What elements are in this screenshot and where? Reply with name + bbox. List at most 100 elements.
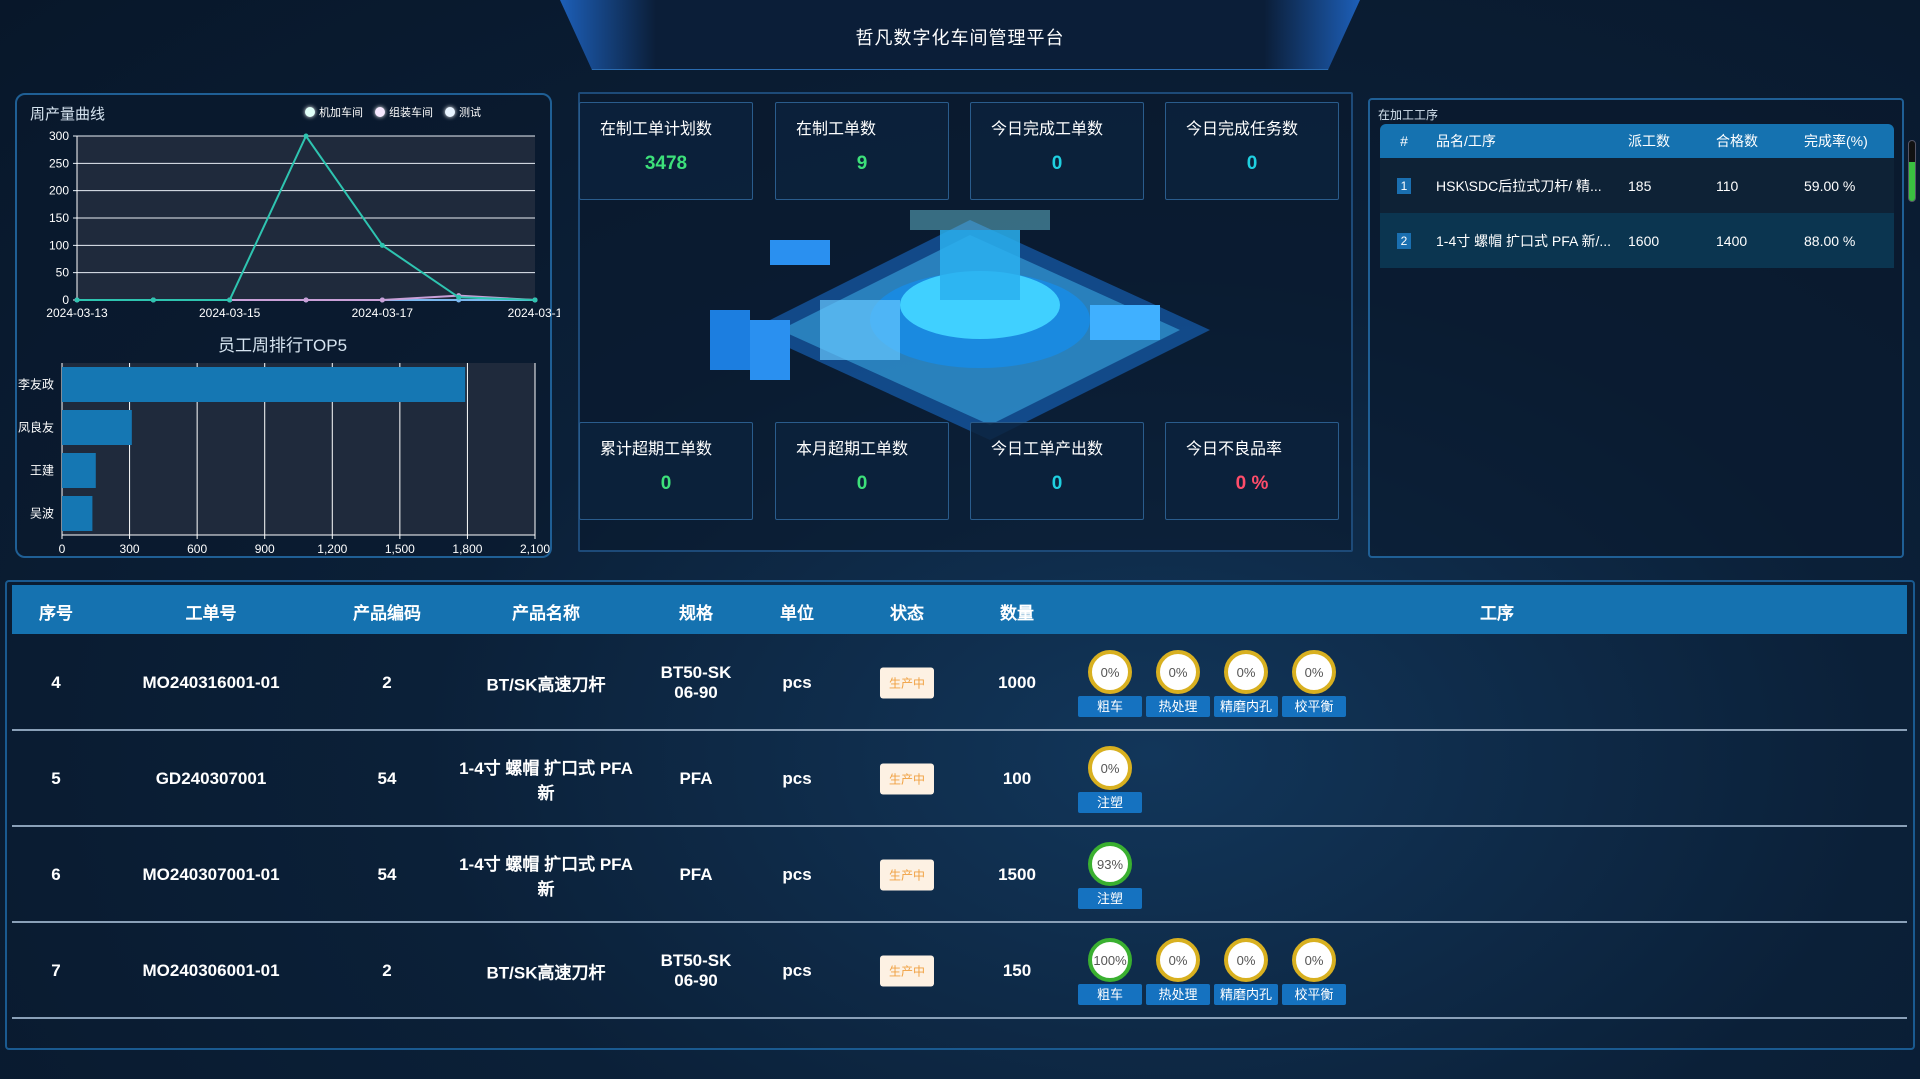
x-tick-label: 2024-03-13 [46,306,108,320]
cell-unit: pcs [782,768,812,788]
cell-name: BT/SK高速刀杆 [486,675,606,694]
x-tick-label: 2024-03-1 [508,306,560,320]
kpi-value: 0 [856,473,868,494]
data-point[interactable] [532,297,538,303]
process-step[interactable]: 0% 校平衡 [1282,938,1346,1005]
kpi-card: 今日完成任务数 0 [1165,102,1339,200]
data-point[interactable] [303,133,309,139]
kpi-label: 在制工单数 [796,121,877,138]
x-tick-label: 0 [59,542,66,555]
cell-code: 2 [382,672,392,692]
line-chart-title: 周产量曲线 [30,106,106,123]
kpi-value: 0 [1051,153,1063,174]
cell-name: 1-4寸 螺帽 扩口式 PFA 新 [459,854,633,899]
progress-ring: 0% [1224,650,1268,694]
legend-item[interactable]: 组装车间 [375,104,433,120]
table-header: 序号 工单号 产品编码 产品名称 规格 单位 状态 数量 工序 [12,585,1907,634]
bar[interactable] [62,410,132,445]
row-rate: 88.00 % [1804,232,1856,249]
cell-no: 4 [51,672,61,692]
kpi-card: 在制工单计划数 3478 [579,102,753,200]
row-dispatched: 1600 [1628,232,1660,249]
col-qty: 数量 [1000,604,1034,623]
cell-spec: BT50-SK 06-90 [660,950,732,990]
data-point[interactable] [227,297,233,303]
data-point[interactable] [379,242,385,248]
row-index: 1 [1397,178,1411,194]
cell-code: 2 [382,960,392,980]
data-point[interactable] [379,297,385,303]
in-process-row[interactable]: 1 HSK\SDC后拉式刀杆/ 精... 185 110 59.00 % [1380,158,1894,213]
cell-status: 生产中 [879,763,935,794]
progress-ring: 0% [1292,650,1336,694]
legend-item[interactable]: 机加车间 [305,104,363,120]
table-row[interactable]: 5 GD240307001 54 1-4寸 螺帽 扩口式 PFA 新 PFA pcs 生产中… [12,732,1907,827]
cell-qty: 150 [1002,960,1032,980]
cell-name: 1-4寸 螺帽 扩口式 PFA 新 [459,758,633,803]
cell-unit: pcs [782,672,812,692]
factory-illustration [710,210,1210,440]
legend-item[interactable]: 测试 [445,104,481,120]
process-step[interactable]: 0% 热处理 [1146,938,1210,1005]
process-label: 校平衡 [1282,984,1346,1005]
kpi-value: 0 [1246,153,1258,174]
bar[interactable] [62,367,466,402]
kpi-label: 今日工单产出数 [991,441,1104,458]
y-category-label: 王建 [30,464,54,478]
process-step[interactable]: 93% 注塑 [1078,842,1142,909]
process-step[interactable]: 0% 精磨内孔 [1214,938,1278,1005]
kpi-label: 今日完成任务数 [1186,121,1299,138]
in-process-row[interactable]: 2 1-4寸 螺帽 扩口式 PFA 新/... 1600 1400 88.00 … [1380,213,1894,268]
x-tick-label: 1,200 [317,542,347,555]
data-point[interactable] [150,297,156,303]
scrollbar[interactable] [1908,140,1916,202]
progress-ring: 0% [1156,650,1200,694]
process-step[interactable]: 0% 粗车 [1078,650,1142,717]
bar[interactable] [62,453,96,488]
right-panel-title: 在加工工序 [1378,108,1439,122]
cell-order: MO240306001-01 [142,960,280,980]
bar[interactable] [62,496,93,531]
y-category-label: 李友政 [18,377,54,392]
process-label: 热处理 [1146,984,1210,1005]
row-index: 2 [1397,233,1411,249]
kpi-label: 在制工单计划数 [600,121,713,138]
data-point[interactable] [74,297,80,303]
kpi-card: 今日不良品率 0 % [1165,422,1339,520]
data-point[interactable] [456,294,462,300]
col-name: 产品名称 [512,604,580,623]
cell-code: 54 [377,864,397,884]
table-row[interactable]: 7 MO240306001-01 2 BT/SK高速刀杆 BT50-SK 06-90 pc… [12,924,1907,1019]
data-point[interactable] [303,297,309,303]
table-row[interactable]: 6 MO240307001-01 54 1-4寸 螺帽 扩口式 PFA 新 PFA pcs… [12,828,1907,923]
process-label: 精磨内孔 [1214,696,1278,717]
col-no: 序号 [39,604,73,623]
cell-unit: pcs [782,960,812,980]
process-step[interactable]: 0% 精磨内孔 [1214,650,1278,717]
cell-qty: 100 [1002,768,1032,788]
cell-order: MO240307001-01 [142,864,280,884]
weekly-output-line-chart: 0 50 100 150 200 250 300 2024-03-13 2024-03-15 20… [46,129,560,320]
col-index: # [1400,133,1408,149]
y-tick-label: 50 [56,266,70,280]
process-step[interactable]: 0% 注塑 [1078,746,1142,813]
cell-status: 生产中 [879,667,935,698]
y-tick-label: 200 [49,184,69,198]
process-step[interactable]: 0% 热处理 [1146,650,1210,717]
process-label: 粗车 [1078,984,1142,1005]
progress-ring: 0% [1088,650,1132,694]
cell-no: 5 [51,768,61,788]
process-step[interactable]: 100% 粗车 [1078,938,1142,1005]
cell-no: 6 [51,864,61,884]
y-tick-label: 250 [49,156,69,170]
process-steps: 100% 粗车 0% 热处理 0% 精磨内孔 0% 校平衡 [1078,938,1346,1005]
table-row[interactable]: 4 MO240316001-01 2 BT/SK高速刀杆 BT50-SK 06-90 pc… [12,636,1907,731]
process-label: 校平衡 [1282,696,1346,717]
cell-no: 7 [51,960,61,980]
y-category-label: 吴波 [30,507,54,521]
process-label: 注塑 [1078,792,1142,813]
col-unit: 单位 [780,604,814,623]
process-steps: 93% 注塑 [1078,842,1142,909]
process-step[interactable]: 0% 校平衡 [1282,650,1346,717]
